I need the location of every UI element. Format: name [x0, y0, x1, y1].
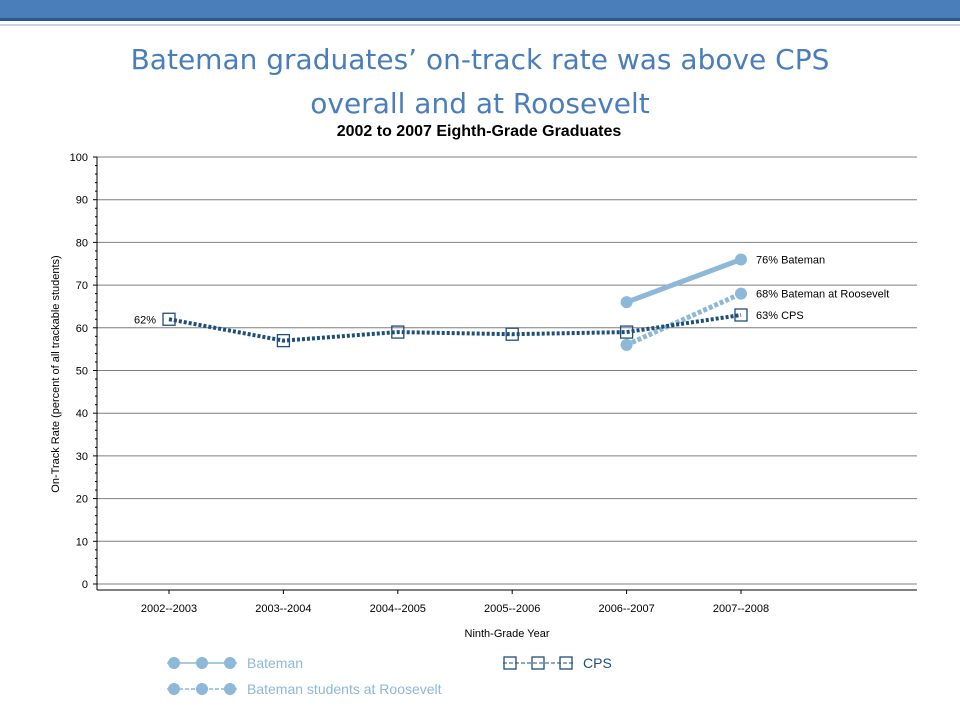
legend-marker-circle: [196, 657, 208, 669]
annotation-layer: 62% 76% Bateman 68% Bateman at Roosevelt 63…: [134, 254, 889, 326]
legend: Bateman Bateman students at Roosevelt CPS: [167, 655, 612, 697]
data-point-square: [391, 325, 405, 339]
legend-item: Bateman students at Roosevelt: [167, 681, 442, 697]
y-tick-label: 70: [76, 280, 88, 292]
x-tick-label: 2004--2005: [370, 603, 426, 615]
y-tick-label: 60: [76, 323, 88, 335]
legend-marker-circle: [168, 683, 180, 695]
data-point-square: [162, 312, 176, 326]
series-line-cps: [168, 313, 742, 343]
y-tick-label: 80: [76, 237, 88, 249]
series-line-bateman: [625, 257, 742, 305]
y-tick-label: 40: [76, 408, 88, 420]
data-label: 63% CPS: [756, 310, 804, 322]
y-tick-label: 30: [76, 451, 88, 463]
grid-layer: [97, 156, 917, 585]
x-tick-label: 2006--2007: [598, 603, 654, 615]
legend-label: Bateman: [247, 655, 303, 671]
x-tick-label: 2003--2004: [255, 603, 311, 615]
chart-title: 2002 to 2007 Eighth-Grade Graduates: [337, 123, 622, 140]
x-tick-label: 2005--2006: [484, 603, 540, 615]
top-accent-bar: [0, 0, 960, 21]
legend-marker-circle: [224, 657, 236, 669]
x-tick-label: 2002--2003: [141, 603, 197, 615]
slide-title: Bateman graduates’ on-track rate was abo…: [130, 43, 830, 120]
legend-marker-circle: [168, 657, 180, 669]
legend-item: Bateman: [167, 655, 303, 671]
series-line-bateman-students-at-roosevelt: [625, 291, 743, 348]
legend-label: CPS: [583, 655, 612, 671]
data-point-square: [734, 308, 748, 322]
data-label: 68% Bateman at Roosevelt: [756, 289, 889, 301]
y-tick-label: 20: [76, 494, 88, 506]
x-axis-title: Ninth-Grade Year: [465, 628, 550, 640]
x-tick-label: 2007--2008: [713, 603, 769, 615]
y-tick-label: 10: [76, 536, 88, 548]
y-tick-label: 50: [76, 366, 88, 378]
legend-item: CPS: [503, 655, 612, 671]
data-point-circle: [735, 287, 747, 300]
axis-layer: 0 10 20 30 40 50 60 70 80 90 100 2002--2003 2003--20…: [70, 152, 917, 615]
legend-marker-square: [503, 656, 517, 670]
legend-marker-circle: [224, 683, 236, 695]
series-layer: [162, 253, 748, 351]
legend-marker-circle: [196, 683, 208, 695]
data-point-circle: [620, 338, 633, 351]
data-label: 76% Bateman: [756, 254, 825, 266]
legend-marker-square: [531, 656, 545, 670]
y-tick-label: 100: [70, 152, 88, 164]
legend-marker-square: [559, 656, 573, 670]
y-axis-title: On-Track Rate (percent of all trackable …: [50, 255, 62, 492]
data-point-circle: [735, 253, 747, 266]
data-point-square: [619, 325, 634, 339]
y-tick-label: 90: [76, 195, 88, 207]
top-accent-line: [0, 24, 960, 26]
data-point-square: [505, 327, 519, 341]
legend-label: Bateman students at Roosevelt: [247, 681, 442, 697]
y-tick-label: 0: [82, 579, 88, 591]
data-label: 62%: [134, 314, 156, 326]
data-point-circle: [620, 296, 633, 309]
data-point-square: [276, 333, 291, 348]
